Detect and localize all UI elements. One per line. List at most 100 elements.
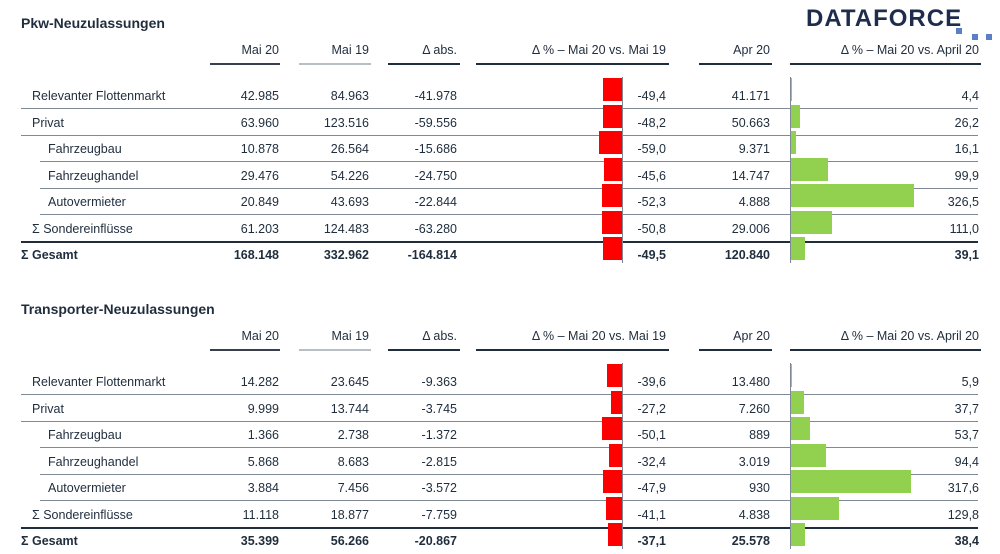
section-title: Transporter-Neuzulassungen bbox=[21, 301, 215, 317]
cell-mai19: 18.877 bbox=[330, 507, 369, 522]
column-header: Mai 19 bbox=[331, 329, 369, 343]
cell-dabs: -59.556 bbox=[414, 115, 457, 130]
cell-mai19: 2.738 bbox=[337, 428, 369, 442]
bar-delta-apr20 bbox=[790, 78, 792, 101]
cell-mai20: 14.282 bbox=[240, 375, 279, 389]
row-label: Σ Sondereinflüsse bbox=[32, 507, 133, 522]
cell-apr20: 25.578 bbox=[731, 534, 770, 548]
cell-dabs: -1.372 bbox=[421, 428, 457, 442]
cell-dpct2: 26,2 bbox=[954, 115, 979, 130]
row-label: Privat bbox=[32, 115, 64, 130]
cell-dpct2: 317,6 bbox=[947, 481, 979, 495]
cell-mai19: 13.744 bbox=[330, 401, 369, 416]
cell-apr20: 13.480 bbox=[731, 375, 770, 389]
cell-dpct2: 16,1 bbox=[954, 142, 979, 156]
cell-mai20: 61.203 bbox=[240, 221, 279, 236]
bar-delta-mai19 bbox=[603, 104, 622, 128]
cell-mai20: 9.999 bbox=[247, 401, 279, 416]
cell-apr20: 4.888 bbox=[738, 195, 770, 209]
bar-delta-apr20 bbox=[790, 496, 840, 520]
cell-mai20: 63.960 bbox=[240, 115, 279, 130]
cell-dpct: -59,0 bbox=[637, 142, 667, 156]
cell-dpct2: 53,7 bbox=[954, 428, 979, 442]
bar-axis bbox=[790, 363, 791, 549]
bar-delta-mai19 bbox=[601, 184, 622, 207]
column-header-underline bbox=[790, 63, 981, 65]
column-header: Δ abs. bbox=[422, 329, 457, 343]
section-title: Pkw-Neuzulassungen bbox=[21, 15, 165, 31]
bar-delta-apr20 bbox=[790, 157, 828, 181]
cell-apr20: 7.260 bbox=[738, 401, 770, 416]
row-label: Autovermieter bbox=[48, 481, 126, 495]
cell-dpct: -45,6 bbox=[637, 168, 667, 183]
bar-delta-apr20 bbox=[790, 390, 805, 414]
cell-apr20: 14.747 bbox=[731, 168, 770, 183]
column-header: Δ % – Mai 20 vs. Mai 19 bbox=[531, 43, 666, 57]
bar-delta-mai19 bbox=[602, 237, 622, 260]
logo-dot bbox=[972, 34, 978, 40]
column-header-underline bbox=[699, 349, 772, 351]
cell-mai19: 123.516 bbox=[323, 115, 369, 130]
bar-delta-apr20 bbox=[790, 131, 797, 154]
cell-apr20: 930 bbox=[749, 481, 770, 495]
cell-dpct: -50,8 bbox=[637, 221, 667, 236]
bar-delta-mai19 bbox=[609, 443, 622, 467]
cell-mai19: 7.456 bbox=[337, 481, 369, 495]
bar-axis bbox=[790, 77, 791, 263]
column-header-underline bbox=[388, 63, 460, 65]
cell-dabs: -41.978 bbox=[414, 89, 457, 103]
bar-delta-mai19 bbox=[602, 78, 622, 101]
cell-apr20: 29.006 bbox=[731, 221, 770, 236]
bar-axis bbox=[622, 363, 623, 549]
cell-dabs: -3.745 bbox=[421, 401, 457, 416]
cell-mai20: 11.118 bbox=[242, 507, 279, 522]
row-separator bbox=[40, 447, 978, 448]
bar-delta-apr20 bbox=[790, 364, 793, 387]
bar-delta-apr20 bbox=[790, 184, 914, 207]
cell-dpct2: 326,5 bbox=[947, 195, 979, 209]
bar-delta-mai19 bbox=[606, 364, 622, 387]
cell-dabs: -15.686 bbox=[414, 142, 457, 156]
row-separator bbox=[21, 108, 978, 109]
bar-delta-mai19 bbox=[611, 390, 622, 414]
column-header-underline bbox=[210, 63, 280, 65]
row-separator bbox=[21, 240, 978, 243]
cell-mai20: 1.366 bbox=[247, 428, 279, 442]
column-header: Δ % – Mai 20 vs. April 20 bbox=[840, 43, 979, 57]
column-header: Δ abs. bbox=[422, 43, 457, 57]
column-header: Δ % – Mai 20 vs. April 20 bbox=[840, 329, 979, 343]
cell-dpct2: 5,9 bbox=[961, 375, 979, 389]
cell-dpct: -52,3 bbox=[637, 195, 667, 209]
row-separator bbox=[21, 134, 978, 136]
cell-dpct: -50,1 bbox=[637, 428, 667, 442]
cell-dabs: -164.814 bbox=[407, 248, 457, 262]
logo-text: DATAFORCE bbox=[806, 5, 963, 32]
row-label: Fahrzeugbau bbox=[48, 142, 122, 156]
bar-delta-apr20 bbox=[790, 104, 800, 128]
cell-mai20: 29.476 bbox=[240, 168, 279, 183]
column-header-underline bbox=[210, 349, 280, 351]
bar-delta-apr20 bbox=[790, 417, 811, 440]
cell-dabs: -63.280 bbox=[414, 221, 457, 236]
logo-dot bbox=[956, 28, 962, 34]
row-label: Fahrzeughandel bbox=[48, 168, 139, 183]
bar-delta-mai19 bbox=[603, 470, 622, 493]
cell-dpct: -41,1 bbox=[637, 507, 667, 522]
cell-apr20: 4.838 bbox=[738, 507, 770, 522]
cell-apr20: 41.171 bbox=[731, 89, 770, 103]
row-separator bbox=[40, 500, 978, 501]
cell-apr20: 889 bbox=[749, 428, 770, 442]
cell-mai19: 54.226 bbox=[330, 168, 369, 183]
bar-delta-apr20 bbox=[790, 470, 911, 493]
bar-axis bbox=[622, 77, 623, 263]
dataforce-logo: DATAFORCE bbox=[806, 5, 962, 33]
cell-dabs: -9.363 bbox=[421, 375, 457, 389]
bar-delta-mai19 bbox=[604, 157, 622, 181]
cell-dabs: -7.759 bbox=[421, 507, 457, 522]
column-header-underline bbox=[476, 63, 669, 65]
cell-apr20: 3.019 bbox=[738, 454, 770, 469]
cell-dpct2: 39,1 bbox=[954, 248, 979, 262]
cell-mai19: 84.963 bbox=[330, 89, 369, 103]
row-separator bbox=[40, 473, 978, 475]
row-label: Σ Gesamt bbox=[21, 248, 78, 262]
